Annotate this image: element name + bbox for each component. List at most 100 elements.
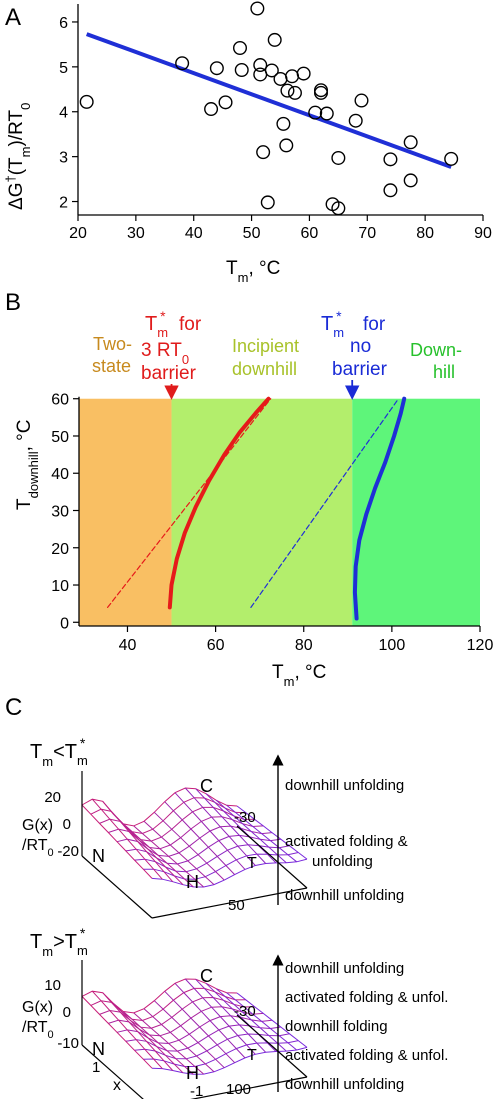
landscape1-regime-4: downhill unfolding (285, 887, 404, 904)
panel-a-x-tick-label: 40 (185, 225, 203, 242)
panel-a-y-tick-label: 6 (59, 15, 68, 32)
panel-b-y-tick-label: 0 (60, 615, 69, 632)
panel-a-data-point (276, 116, 291, 131)
marker-blue-line2: no (350, 336, 371, 357)
panel-b-chart: 40 60 80 100 120 0 10 20 30 40 50 60 (51, 380, 493, 654)
landscape2-x-label: x (113, 1077, 121, 1094)
landscape2-zlabel-bottom: /RT0 (22, 1019, 54, 1041)
region-label-two-state-2: state (92, 356, 131, 376)
landscape1-well-n: N (92, 846, 105, 866)
panel-a-data-point (348, 113, 363, 128)
panel-a-data-point (444, 151, 459, 166)
landscape1-condition: Tm<Tm* (30, 735, 88, 769)
landscape1-mesh-x-line (215, 799, 287, 864)
panel-b-x-tick-label: 80 (295, 637, 313, 654)
region-label-two-state-1: Two- (93, 334, 132, 354)
landscape2-well-n: N (92, 1039, 105, 1059)
region-label-downhill-1: Down- (410, 340, 462, 360)
panel-label-b: B (5, 289, 21, 316)
landscape2-mesh-x-line (174, 982, 246, 1059)
panel-a-data-point (253, 58, 268, 73)
landscape1-mesh-t-line (134, 844, 290, 873)
panel-a-x-tick-label: 20 (69, 225, 87, 242)
panel-a-data-point (314, 83, 329, 98)
panel-a-data-point (319, 106, 334, 121)
panel-b-x-tick-label: 60 (207, 637, 225, 654)
panel-label-a: A (5, 4, 21, 31)
landscape2-mesh-x-line (112, 1002, 184, 1074)
panel-a-x-tick-label: 50 (243, 225, 261, 242)
panel-b-region-0 (79, 398, 172, 626)
landscape1-t-axis (81, 855, 153, 919)
panel-a-data-point (296, 66, 311, 81)
landscape1-mesh-x-line (102, 800, 174, 883)
landscape2-t-label: T (247, 1047, 257, 1064)
panel-b-series-0-solid (167, 396, 271, 610)
landscape2-x-axis (190, 1076, 308, 1099)
panel-a-data-point (253, 67, 268, 82)
landscape2-mesh-t-line (108, 1006, 264, 1037)
panel-a-data-point (232, 40, 247, 55)
landscape2-t-tick-top: -30 (234, 1003, 256, 1020)
landscape1-t-label: T (247, 855, 257, 872)
panel-b-series-2-solid (352, 396, 407, 621)
panel-a-data-point (79, 94, 94, 109)
panel-a-data-point (234, 62, 249, 77)
panel-a-data-point (354, 93, 369, 108)
panel-a-x-tick-label: 60 (301, 225, 319, 242)
landscape1-surface (81, 771, 308, 919)
landscape1-mesh-x-line (153, 811, 225, 881)
landscape2-surface (81, 960, 308, 1099)
panel-a-data-point (287, 85, 302, 100)
landscape2-mesh-t-line (151, 1046, 308, 1075)
panel-b-y-tick-label: 40 (51, 466, 69, 483)
landscape2-ztick-mid: 0 (63, 1004, 71, 1021)
panel-a-data-point (331, 201, 346, 216)
landscape1-x-axis (151, 887, 308, 919)
landscape2-mesh-x-line (153, 1000, 225, 1069)
landscape2-mesh-t-line (125, 1024, 281, 1052)
landscape2-regime-1: downhill unfolding (285, 960, 404, 977)
landscape2-mesh-x-line (102, 992, 174, 1071)
panel-a-ylabel: ΔG†(Tm)/RT0 (3, 103, 33, 210)
panel-label-c: C (5, 694, 22, 721)
panel-b-x-tick-label: 120 (467, 637, 494, 654)
panel-b-y-tick-label: 20 (51, 541, 69, 558)
landscape2-mesh-t-line (134, 1033, 290, 1060)
landscape2-ztick-bottom: -10 (57, 1035, 79, 1052)
panel-a-data-point (280, 83, 295, 98)
landscape2-mesh-x-line (215, 988, 287, 1052)
landscape2-mesh-x-line (143, 1008, 215, 1073)
landscape1-mesh-t-line (143, 852, 299, 880)
landscape1-mesh-x-line (81, 804, 153, 879)
landscape2-mesh-x-line (236, 992, 308, 1048)
marker-red-for: for (179, 314, 202, 335)
landscape2-regime-4: activated folding & unfol. (285, 1047, 448, 1064)
landscape2-well-c: C (200, 966, 213, 986)
landscape2-mesh-x-line (164, 990, 236, 1064)
panel-a-data-point (264, 63, 279, 78)
panel-a-data-point (285, 69, 300, 84)
marker-blue-symbol: Tm* (321, 308, 344, 340)
landscape1-mesh-x-line (164, 801, 236, 875)
panel-a-y-tick-label: 2 (59, 195, 68, 212)
panel-a-data-point (331, 150, 346, 165)
landscape2-mesh-x-line (226, 992, 298, 1051)
panel-a-data-point (250, 1, 265, 16)
marker-red-line2: 3 RT0 (141, 340, 189, 367)
panel-b-series-1-dashed (106, 398, 272, 609)
panel-a-data-point (260, 195, 275, 210)
panel-a-xlabel: Tm, °C (226, 258, 280, 285)
landscape1-regime-3: unfolding (312, 853, 373, 870)
landscape2-mesh-t-line (116, 1015, 273, 1045)
landscape2-mesh-x-line (133, 1012, 205, 1075)
landscape2-regime-2: activated folding & unfol. (285, 989, 448, 1006)
landscape2-regime-5: downhill unfolding (285, 1076, 404, 1093)
panel-a-data-point (267, 32, 282, 47)
landscape1-mesh-x-line (122, 823, 194, 888)
panel-a-y-tick-label: 4 (59, 105, 68, 122)
marker-blue-line3: barrier (332, 359, 388, 380)
landscape2-t-tick-bottom: 100 (226, 1081, 251, 1098)
panel-a-data-point (314, 85, 329, 100)
